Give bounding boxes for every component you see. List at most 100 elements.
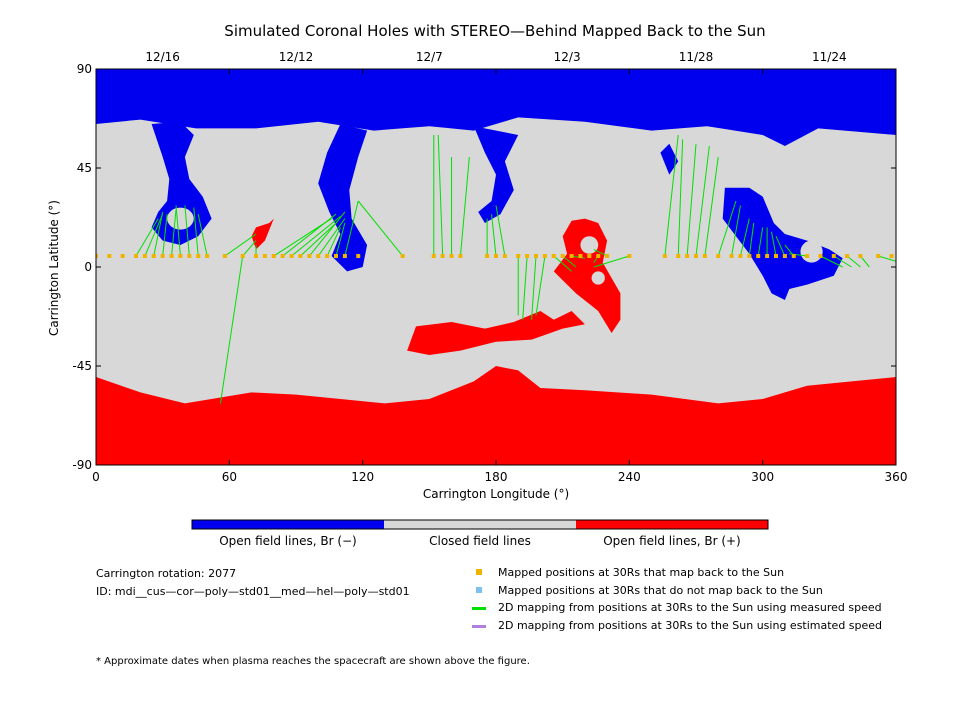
measured-mapping-line	[144, 214, 164, 257]
mapped-position-marker	[187, 254, 192, 258]
legend-mapped-label: Mapped positions at 30Rs that map back t…	[498, 566, 785, 579]
y-tick-label: 45	[77, 161, 92, 175]
measured-mapping-line	[175, 205, 181, 257]
measured-mapping-line	[219, 255, 244, 404]
date-tick-label: 12/7	[416, 50, 443, 64]
negative-coronal-hole	[660, 143, 679, 175]
mapped-position-marker	[516, 254, 521, 258]
date-tick-label: 12/12	[279, 50, 314, 64]
mapped-position-marker	[120, 254, 125, 258]
mapped-position-marker	[431, 254, 436, 258]
mapped-position-marker	[254, 254, 258, 258]
mapped-position-marker	[662, 254, 667, 258]
mapped-position-marker	[107, 254, 112, 258]
mapped-position-marker	[222, 254, 227, 258]
positive-coronal-hole	[407, 311, 585, 355]
measured-mapping-line	[748, 222, 755, 257]
mapped-position-marker	[845, 254, 850, 258]
x-tick-label: 300	[751, 470, 774, 484]
measured-mapping-line	[291, 216, 341, 257]
measured-mapping-line	[846, 255, 861, 268]
mapped-position-marker	[342, 254, 347, 258]
mapped-position-marker	[765, 254, 770, 258]
measured-mapping-line	[437, 134, 444, 257]
measured-mapping-line	[695, 145, 710, 257]
mapped-position-marker	[534, 254, 538, 258]
measured-mapping-line	[704, 156, 719, 257]
measured-mapping-line	[459, 156, 470, 257]
measured-mapping-line	[535, 255, 546, 316]
measured-mapping-line	[757, 227, 764, 257]
mapped-position-marker	[298, 254, 303, 258]
mapped-position-marker	[702, 254, 707, 258]
colorbar-negative-label: Open field lines, Br (−)	[219, 534, 357, 548]
measured-mapping-line	[224, 233, 257, 257]
x-tick-label: 180	[485, 470, 508, 484]
mapped-marker-swatch	[476, 569, 482, 575]
measured-mapping-line	[531, 255, 537, 320]
mapped-position-marker	[316, 254, 321, 258]
mapped-position-marker	[356, 254, 361, 258]
y-tick-label: 90	[77, 62, 92, 76]
mapped-position-marker	[178, 254, 183, 258]
mapped-position-marker	[889, 254, 894, 258]
closed-field-island	[591, 271, 605, 285]
estimated-line-swatch	[472, 625, 486, 628]
mapped-position-marker	[502, 254, 507, 258]
mapped-position-marker	[449, 254, 454, 258]
measured-mapping-line	[571, 255, 585, 259]
mapped-position-marker	[142, 254, 147, 258]
mapped-position-marker	[280, 254, 285, 258]
measured-mapping-line	[731, 205, 741, 257]
chart-title: Simulated Coronal Holes with STEREO—Behi…	[224, 22, 765, 40]
colorbar-closed-label: Closed field lines	[429, 534, 531, 548]
mapped-position-marker	[542, 254, 547, 258]
mapped-position-marker	[271, 254, 276, 258]
mapped-position-marker	[96, 254, 98, 258]
x-tick-label: 60	[222, 470, 237, 484]
measured-mapping-line	[833, 255, 852, 268]
mapped-position-marker	[560, 254, 565, 258]
footnote: * Approximate dates when plasma reaches …	[96, 656, 530, 667]
mapped-position-marker	[169, 254, 174, 258]
mapped-position-marker	[134, 254, 138, 258]
colorbar-negative	[192, 520, 384, 529]
measured-mapping-line	[677, 139, 684, 257]
measured-mapping-line	[242, 240, 257, 257]
mapped-position-marker	[676, 254, 681, 258]
measured-mapping-line	[197, 214, 208, 257]
measured-mapping-line	[135, 218, 159, 257]
plot-area	[95, 68, 897, 466]
mapped-position-marker	[262, 254, 267, 258]
measured-mapping-line	[686, 143, 697, 257]
top-date-axis: 12/16 12/12 12/7 12/3 11/28 11/24	[145, 50, 846, 64]
measured-mapping-line	[771, 231, 777, 257]
date-tick-label: 11/28	[679, 50, 714, 64]
mapped-position-marker	[605, 254, 610, 258]
measured-mapping-line	[300, 222, 337, 257]
y-tick-label: -90	[72, 458, 92, 472]
measured-mapping-line	[184, 205, 190, 257]
north-polar-coronal-hole	[96, 69, 896, 146]
measured-line-swatch	[472, 607, 486, 610]
colorbar: Open field lines, Br (−) Closed field li…	[191, 519, 769, 548]
mapped-position-marker	[831, 254, 836, 258]
date-tick-label: 12/16	[145, 50, 180, 64]
closed-field-island	[800, 240, 823, 263]
mapped-position-marker	[485, 254, 490, 258]
measured-mapping-line	[553, 255, 572, 272]
mapped-position-marker	[858, 254, 863, 258]
measured-mapping-line	[357, 200, 404, 257]
mapped-position-marker	[578, 254, 583, 258]
measured-mapping-line	[593, 255, 630, 268]
x-tick-label: 0	[92, 470, 100, 484]
mapped-position-marker	[569, 254, 574, 258]
y-tick-label: -45	[72, 359, 92, 373]
negative-coronal-hole	[151, 121, 212, 245]
y-axis: 90 45 0 -45 -90	[72, 62, 896, 472]
x-tick-label: 240	[618, 470, 641, 484]
date-tick-label: 11/24	[812, 50, 847, 64]
measured-mapping-line	[495, 205, 506, 257]
not-mapped-marker-swatch	[476, 587, 482, 593]
